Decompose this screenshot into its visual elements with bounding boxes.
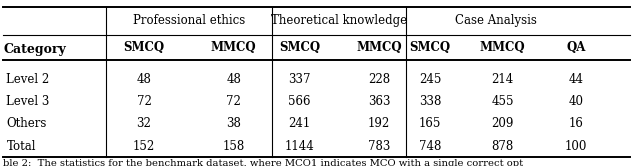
Text: 152: 152 <box>133 140 155 153</box>
Text: 783: 783 <box>368 140 390 153</box>
Text: MMCQ: MMCQ <box>479 41 525 54</box>
Text: 337: 337 <box>288 73 311 86</box>
Text: Level 3: Level 3 <box>6 95 50 108</box>
Text: 158: 158 <box>223 140 244 153</box>
Text: 878: 878 <box>492 140 513 153</box>
Text: 209: 209 <box>492 117 513 130</box>
Text: QA: QA <box>566 41 586 54</box>
Text: 32: 32 <box>136 117 152 130</box>
Text: 192: 192 <box>368 117 390 130</box>
Text: 40: 40 <box>568 95 584 108</box>
Text: 72: 72 <box>136 95 152 108</box>
Text: SMCQ: SMCQ <box>279 41 320 54</box>
Text: 165: 165 <box>419 117 441 130</box>
Text: MMCQ: MMCQ <box>211 41 257 54</box>
Text: 363: 363 <box>367 95 390 108</box>
Text: Category: Category <box>3 43 66 56</box>
Text: 748: 748 <box>419 140 441 153</box>
Text: Level 2: Level 2 <box>6 73 50 86</box>
Text: 241: 241 <box>289 117 310 130</box>
Text: Total: Total <box>6 140 36 153</box>
Text: 38: 38 <box>226 117 241 130</box>
Text: Case Analysis: Case Analysis <box>455 14 537 27</box>
Text: SMCQ: SMCQ <box>124 41 164 54</box>
Text: ble 2:  The statistics for the benchmark dataset, where MCO1 indicates MCO with : ble 2: The statistics for the benchmark … <box>3 159 524 166</box>
Text: 214: 214 <box>492 73 513 86</box>
Text: Theoretical knowledge: Theoretical knowledge <box>271 14 407 27</box>
Text: 245: 245 <box>419 73 441 86</box>
Text: 48: 48 <box>136 73 152 86</box>
Text: 72: 72 <box>226 95 241 108</box>
Text: 1144: 1144 <box>285 140 314 153</box>
Text: 338: 338 <box>419 95 441 108</box>
Text: 228: 228 <box>368 73 390 86</box>
Text: SMCQ: SMCQ <box>410 41 451 54</box>
Text: Others: Others <box>6 117 47 130</box>
Text: 455: 455 <box>491 95 514 108</box>
Text: 566: 566 <box>288 95 311 108</box>
Text: MMCQ: MMCQ <box>356 41 402 54</box>
Text: 100: 100 <box>565 140 587 153</box>
Text: 48: 48 <box>226 73 241 86</box>
Text: 16: 16 <box>568 117 584 130</box>
Text: Professional ethics: Professional ethics <box>132 14 245 27</box>
Text: 44: 44 <box>568 73 584 86</box>
